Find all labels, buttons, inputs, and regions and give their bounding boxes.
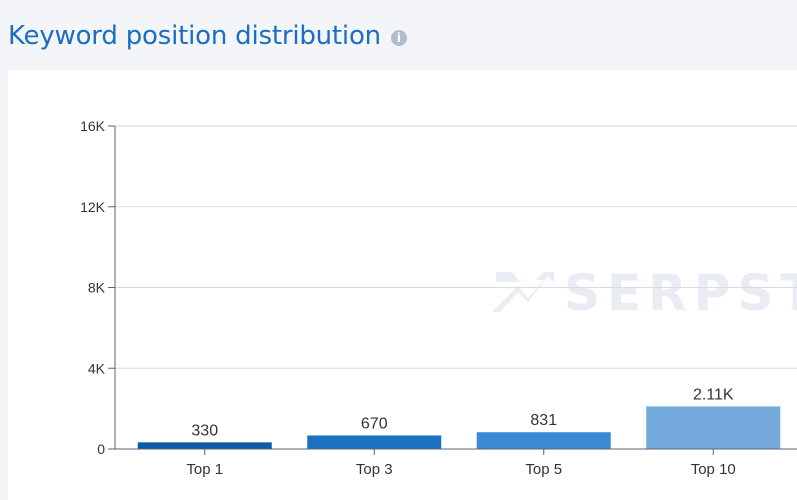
y-tick-label: 12K: [80, 199, 106, 215]
watermark-text: SERPSTA: [564, 264, 797, 322]
page-title: Keyword position distribution: [8, 21, 381, 51]
bar[interactable]: [137, 442, 272, 449]
section-header: Keyword position distribution i: [8, 16, 407, 56]
info-icon[interactable]: i: [390, 30, 407, 46]
x-tick-label: Top 3: [356, 461, 393, 478]
data-label: 2.11K: [693, 386, 734, 403]
y-tick-label: 8K: [88, 280, 106, 296]
y-tick-label: 16K: [80, 118, 106, 134]
serpstat-logo-icon: [492, 272, 554, 312]
y-tick-label: 0: [97, 441, 105, 457]
chart-card: SERPSTA 0 4K 8K 12K 16K 330 Top 1 670 Top 3 831 T…: [8, 70, 797, 500]
data-label: 670: [361, 415, 388, 432]
data-label: 330: [191, 422, 218, 439]
x-tick-label: Top 10: [691, 461, 736, 478]
x-tick-label: Top 1: [186, 461, 223, 478]
bar[interactable]: [646, 406, 781, 449]
y-tick-label: 4K: [88, 360, 106, 376]
bar[interactable]: [307, 435, 442, 449]
bar-chart: SERPSTA 0 4K 8K 12K 16K 330 Top 1 670 Top 3 831 T…: [80, 118, 797, 478]
watermark: SERPSTA: [492, 264, 797, 322]
bar[interactable]: [476, 432, 611, 449]
x-tick-label: Top 5: [525, 461, 562, 478]
data-label: 831: [530, 412, 557, 429]
